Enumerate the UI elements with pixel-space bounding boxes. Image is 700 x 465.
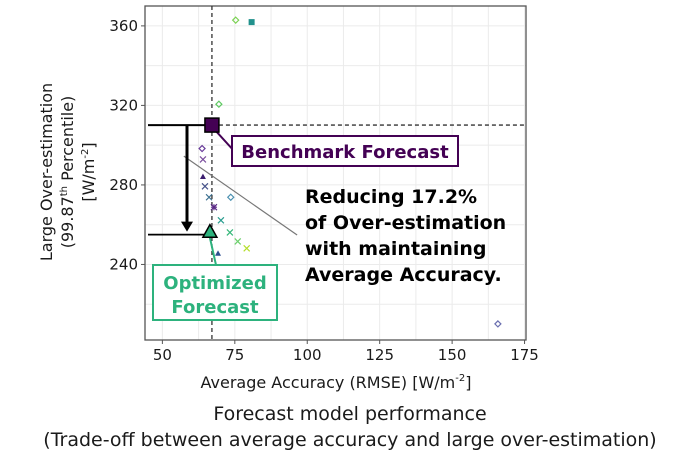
trend-line bbox=[183, 155, 298, 236]
y-axis-label-line1: Large Over-estimation bbox=[37, 83, 56, 261]
x-tick-label: 150 bbox=[438, 346, 467, 364]
data-point bbox=[234, 237, 242, 245]
points bbox=[198, 16, 502, 328]
x-tick-label: 100 bbox=[293, 346, 322, 364]
x-axis: 50 75 100 125 150 175 bbox=[153, 340, 539, 364]
data-point bbox=[215, 100, 223, 109]
benchmark-label: Benchmark Forecast bbox=[241, 142, 449, 163]
reduction-message-line: with maintaining bbox=[305, 238, 487, 260]
caption-subtitle: (Trade-off between average accuracy and … bbox=[43, 429, 656, 451]
reduction-message-line: of Over-estimation bbox=[305, 212, 506, 234]
x-tick-label: 175 bbox=[510, 346, 539, 364]
annotations: Benchmark Forecast Optimized Forecast Reduc… bbox=[148, 117, 506, 321]
optimized-label-line: Forecast bbox=[171, 297, 259, 318]
data-point bbox=[198, 144, 206, 153]
y-axis-label-line2: (99.87th Percentile) bbox=[58, 96, 77, 249]
optimized-label-box bbox=[152, 264, 278, 321]
reduction-arrow-head bbox=[181, 221, 193, 232]
caption-title: Forecast model performance bbox=[213, 403, 486, 425]
reference-lines bbox=[183, 6, 526, 340]
optimized-label-line: Optimized bbox=[163, 273, 266, 294]
data-point bbox=[205, 193, 213, 201]
data-point bbox=[199, 173, 206, 179]
x-tick-label: 75 bbox=[225, 346, 244, 364]
data-point bbox=[217, 216, 225, 224]
data-point bbox=[494, 320, 502, 328]
x-axis-label: Average Accuracy (RMSE) [W/m-2] bbox=[201, 373, 472, 392]
optimized-marker bbox=[201, 223, 219, 238]
data-point bbox=[231, 16, 240, 24]
y-axis-label-line3: [W/m-2] bbox=[79, 142, 98, 201]
plot-frame bbox=[144, 5, 527, 341]
data-point bbox=[243, 244, 251, 252]
data-point bbox=[201, 182, 209, 190]
y-tick-label: 320 bbox=[109, 96, 138, 114]
reduction-message-line: Average Accuracy. bbox=[305, 264, 502, 286]
x-tick-label: 50 bbox=[153, 346, 172, 364]
data-point bbox=[226, 193, 235, 202]
y-tick-label: 240 bbox=[109, 255, 138, 273]
benchmark-marker bbox=[204, 117, 220, 133]
y-axis-label: Large Over-estimation (99.87th Percentil… bbox=[37, 83, 98, 261]
optimized-callout-line bbox=[208, 237, 217, 266]
data-point bbox=[215, 250, 222, 256]
data-point bbox=[248, 19, 255, 26]
benchmark-label-box bbox=[231, 135, 459, 167]
y-tick-label: 360 bbox=[109, 17, 138, 35]
y-tick-label: 280 bbox=[109, 176, 138, 194]
data-point bbox=[210, 203, 218, 211]
reduction-message-line: Reducing 17.2% bbox=[305, 186, 477, 208]
x-tick-label: 125 bbox=[365, 346, 394, 364]
data-point bbox=[226, 229, 234, 236]
data-point bbox=[199, 156, 207, 163]
y-axis: 240 280 320 360 bbox=[109, 17, 145, 273]
